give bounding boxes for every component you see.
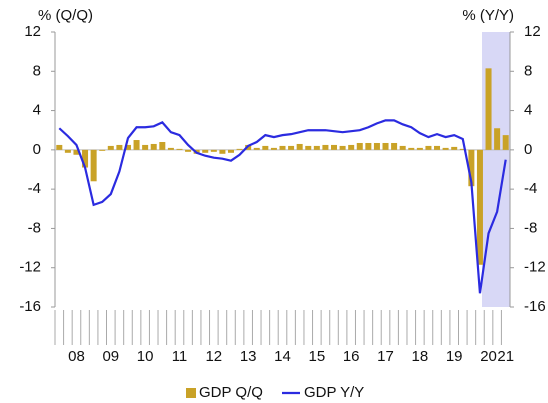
- x-tick-label: 18: [412, 348, 429, 365]
- y-tick-label: -4: [28, 180, 41, 197]
- y-tick-label: 12: [24, 23, 41, 40]
- bar: [236, 148, 243, 150]
- bar: [227, 149, 234, 153]
- bar: [56, 144, 63, 150]
- bar: [167, 147, 174, 150]
- x-tick-label: 11: [172, 348, 188, 365]
- bar: [262, 145, 269, 150]
- bar: [485, 68, 492, 150]
- y-tick-label: -12: [19, 259, 41, 276]
- bar: [99, 149, 106, 151]
- bar: [416, 147, 423, 150]
- y2-tick-label: 12: [524, 23, 541, 40]
- y2-tick-label: 8: [524, 62, 532, 79]
- bar: [150, 143, 157, 150]
- bar: [159, 142, 166, 150]
- bar: [142, 144, 149, 150]
- bar: [331, 144, 338, 150]
- bar: [399, 145, 406, 150]
- bar: [185, 149, 192, 152]
- legend-label: GDP Q/Q: [199, 384, 263, 401]
- bar: [459, 148, 466, 150]
- y2-tick-label: -8: [524, 219, 537, 236]
- bar: [288, 145, 295, 150]
- bar: [348, 144, 355, 150]
- x-tick-label: 09: [102, 348, 119, 365]
- bar: [373, 142, 380, 150]
- bar: [494, 128, 501, 150]
- bar: [176, 148, 183, 150]
- legend-swatch: [186, 388, 196, 398]
- bar: [356, 142, 363, 150]
- bar: [434, 145, 441, 150]
- bar: [339, 145, 346, 150]
- y-axis-label: % (Q/Q): [38, 7, 93, 24]
- bar: [365, 142, 372, 150]
- bar: [116, 144, 123, 150]
- y2-axis-label: % (Y/Y): [462, 7, 514, 24]
- bar: [64, 149, 71, 153]
- y2-tick-label: 0: [524, 141, 532, 158]
- x-tick-label: 12: [205, 348, 222, 365]
- y-tick-label: -8: [28, 219, 41, 236]
- x-tick-label: 20: [480, 348, 497, 365]
- bar: [107, 145, 114, 150]
- y-tick-label: -16: [19, 298, 41, 315]
- bar: [502, 135, 509, 150]
- bar: [391, 142, 398, 150]
- bar: [124, 144, 131, 150]
- bar: [382, 142, 389, 150]
- line: [58, 119, 507, 294]
- bar: [313, 145, 320, 150]
- y-tick-label: 8: [33, 62, 41, 79]
- bar: [296, 143, 303, 150]
- y2-tick-label: -16: [524, 298, 546, 315]
- y-tick-label: 4: [33, 102, 41, 119]
- bar: [468, 149, 475, 187]
- bar: [210, 149, 217, 152]
- x-tick-label: 21: [497, 348, 514, 365]
- bar: [202, 149, 209, 153]
- bar: [476, 149, 483, 265]
- x-tick-label: 16: [343, 348, 360, 365]
- y2-tick-label: -12: [524, 259, 546, 276]
- x-tick-label: 19: [446, 348, 463, 365]
- bar: [408, 147, 415, 150]
- legend-label: GDP Y/Y: [304, 384, 364, 401]
- bar: [425, 145, 432, 150]
- y-tick-label: 0: [33, 141, 41, 158]
- y2-tick-label: 4: [524, 102, 532, 119]
- bar: [253, 147, 260, 150]
- bar: [90, 149, 97, 182]
- bar: [305, 145, 312, 150]
- bar: [82, 149, 89, 168]
- bar: [270, 147, 277, 150]
- x-tick-label: 17: [377, 348, 394, 365]
- x-tick-label: 15: [308, 348, 325, 365]
- bar: [279, 145, 286, 150]
- bar: [133, 140, 140, 150]
- x-tick-label: 08: [68, 348, 85, 365]
- bar: [451, 146, 458, 150]
- bar: [73, 149, 80, 155]
- x-tick-label: 14: [274, 348, 291, 365]
- y2-tick-label: -4: [524, 180, 537, 197]
- x-tick-label: 13: [240, 348, 257, 365]
- x-tick-label: 10: [137, 348, 154, 365]
- bar: [219, 149, 226, 154]
- bar: [322, 144, 329, 150]
- bar: [442, 147, 449, 150]
